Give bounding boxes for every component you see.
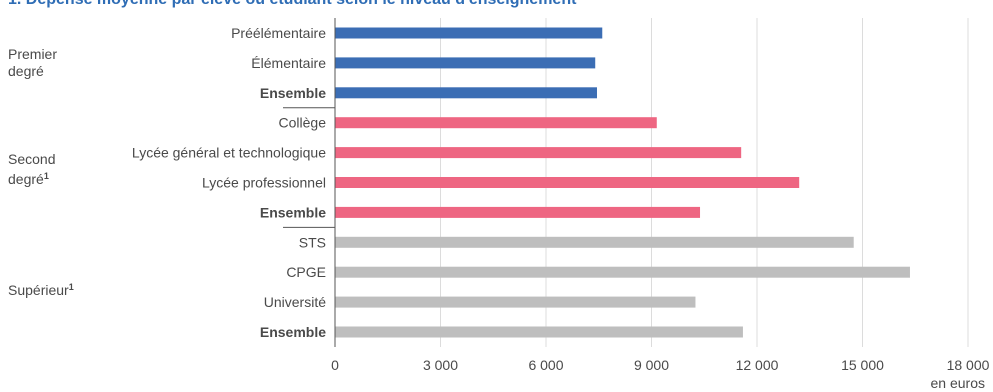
group-name: Second degré: [8, 150, 56, 187]
category-label: Préélémentaire: [231, 25, 326, 41]
x-tick-label: 6 000: [528, 357, 563, 373]
group-label: Second degré1: [8, 151, 55, 188]
x-tick-label: 0: [331, 357, 339, 373]
x-tick-label: 18 000: [947, 357, 990, 373]
bar: [335, 57, 596, 69]
group-name: Premier degré: [8, 45, 58, 79]
unit-label: en euros: [931, 375, 985, 391]
category-label: Collège: [279, 115, 327, 131]
chart-title: 1. Dépense moyenne par élève ou étudiant…: [8, 0, 576, 9]
category-label: Université: [264, 294, 326, 310]
bar: [335, 177, 800, 188]
bar: [335, 266, 910, 278]
bar: [335, 27, 603, 39]
footnote-marker: 1: [68, 281, 74, 292]
bar: [335, 236, 854, 248]
bar: [335, 147, 742, 159]
bar: [335, 87, 597, 99]
x-tick-label: 3 000: [423, 357, 458, 373]
bar: [335, 326, 743, 338]
footnote-marker: 1: [43, 170, 49, 181]
bar: [335, 117, 657, 129]
bar: [335, 206, 701, 218]
category-label: Ensemble: [260, 324, 326, 340]
category-label: Lycée général et technologique: [132, 145, 326, 161]
group-label: Supérieur1: [8, 279, 74, 299]
x-tick-label: 9 000: [634, 357, 669, 373]
category-label: Lycée professionnel: [202, 175, 326, 191]
category-label: Ensemble: [260, 85, 326, 101]
x-tick-label: 12 000: [736, 357, 779, 373]
category-label: Élémentaire: [251, 55, 326, 71]
x-tick-label: 15 000: [841, 357, 884, 373]
group-label: Premier degré: [8, 46, 57, 80]
category-label: Ensemble: [260, 204, 326, 220]
group-name: Supérieur: [8, 281, 69, 298]
category-label: STS: [299, 234, 326, 250]
category-label: CPGE: [286, 264, 326, 280]
bar: [335, 296, 696, 308]
